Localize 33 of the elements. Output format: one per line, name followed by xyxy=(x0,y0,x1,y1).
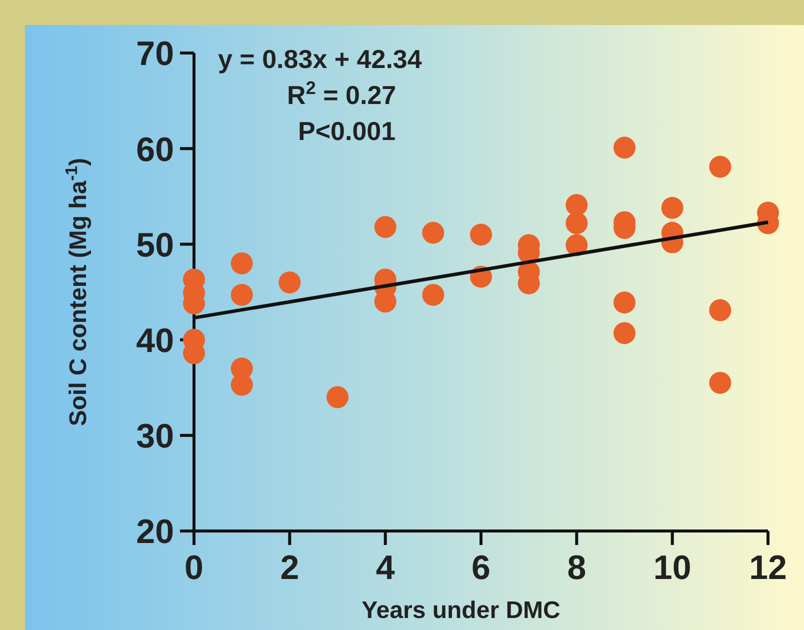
x-tick-label: 4 xyxy=(376,549,395,587)
point xyxy=(278,271,301,294)
y-tick-label: 60 xyxy=(136,130,174,169)
annotation: P<0.001 xyxy=(298,116,396,146)
point xyxy=(566,212,588,234)
x-tick-label: 10 xyxy=(653,549,692,587)
y-tick-label: 20 xyxy=(136,513,174,552)
point xyxy=(709,156,732,178)
x-tick-label: 8 xyxy=(567,549,586,587)
point xyxy=(614,322,636,344)
point xyxy=(374,216,396,238)
point xyxy=(709,372,732,394)
point xyxy=(614,136,636,159)
x-axis-title: Years under DMC xyxy=(362,597,560,624)
point xyxy=(661,196,684,219)
point xyxy=(470,224,492,246)
y-tick-label: 30 xyxy=(136,418,174,456)
y-tick-label: 50 xyxy=(136,226,174,264)
x-tick-label: 2 xyxy=(280,549,300,587)
point xyxy=(709,299,732,322)
y-tick-label: 40 xyxy=(136,322,174,360)
annotation: R$^{2}$ = 0.27 xyxy=(287,78,396,110)
x-tick-label: 12 xyxy=(749,549,787,587)
x-tick-label: 0 xyxy=(184,549,204,587)
point xyxy=(230,284,253,306)
point xyxy=(422,284,444,306)
y-tick-label: 70 xyxy=(136,35,174,74)
point xyxy=(422,222,444,244)
point xyxy=(230,252,253,274)
x-tick-label: 6 xyxy=(472,549,490,587)
annotation: y = 0.83x + 42.34 xyxy=(218,44,422,74)
point xyxy=(614,292,636,314)
point xyxy=(326,386,348,408)
